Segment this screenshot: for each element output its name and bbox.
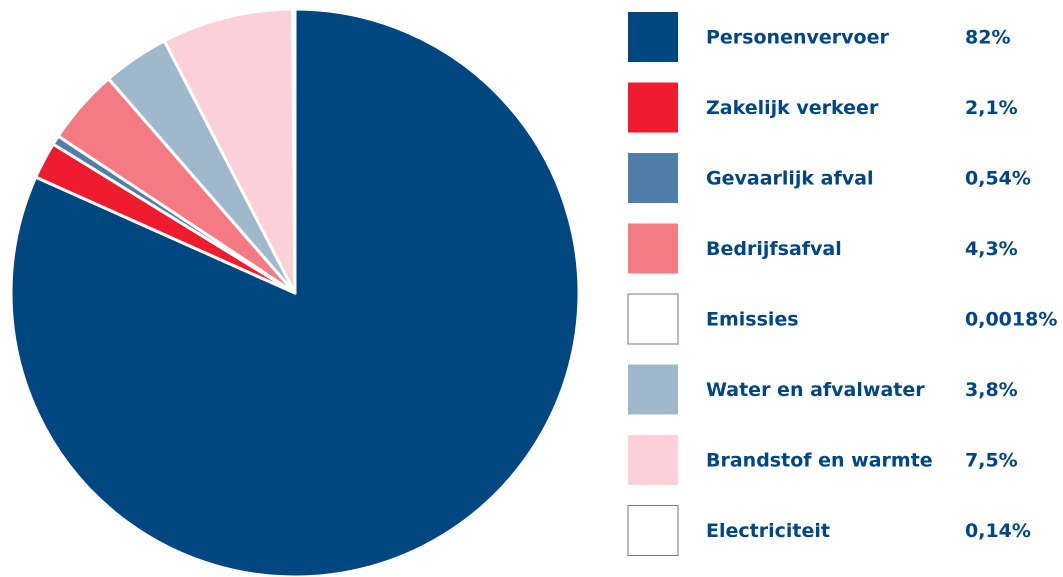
value-label: 7,5% xyxy=(965,450,1018,472)
legend-swatch xyxy=(627,505,679,556)
value-label: 4,3% xyxy=(965,238,1018,260)
value-label: 2,1% xyxy=(965,97,1018,119)
legend-label: Emissies xyxy=(706,309,799,331)
legend-label: Gevaarlijk afval xyxy=(706,168,873,190)
value-label: 0,14% xyxy=(965,520,1031,542)
value-label: 3,8% xyxy=(965,379,1018,401)
pie-slice xyxy=(162,7,297,295)
legend-label: Bedrijfsafval xyxy=(706,238,842,260)
legend-label: Personenvervoer xyxy=(706,27,889,49)
legend-swatch xyxy=(628,153,678,203)
legend-swatch xyxy=(628,12,678,62)
legend-label: Brandstof en warmte xyxy=(706,450,933,472)
pie-slice xyxy=(291,7,297,295)
value-label: 0,0018% xyxy=(965,309,1057,331)
legend-label: Water en afvalwater xyxy=(706,379,925,401)
value-label: 82% xyxy=(965,27,1010,49)
value-label: 0,54% xyxy=(965,168,1031,190)
legend-label: Zakelijk verkeer xyxy=(706,97,879,119)
legend-swatch xyxy=(628,364,678,415)
legend-swatch xyxy=(628,82,678,133)
legend-swatch xyxy=(628,223,678,274)
legend-swatch xyxy=(628,435,678,485)
legend-swatch xyxy=(627,293,679,345)
legend-label: Electriciteit xyxy=(706,520,830,542)
